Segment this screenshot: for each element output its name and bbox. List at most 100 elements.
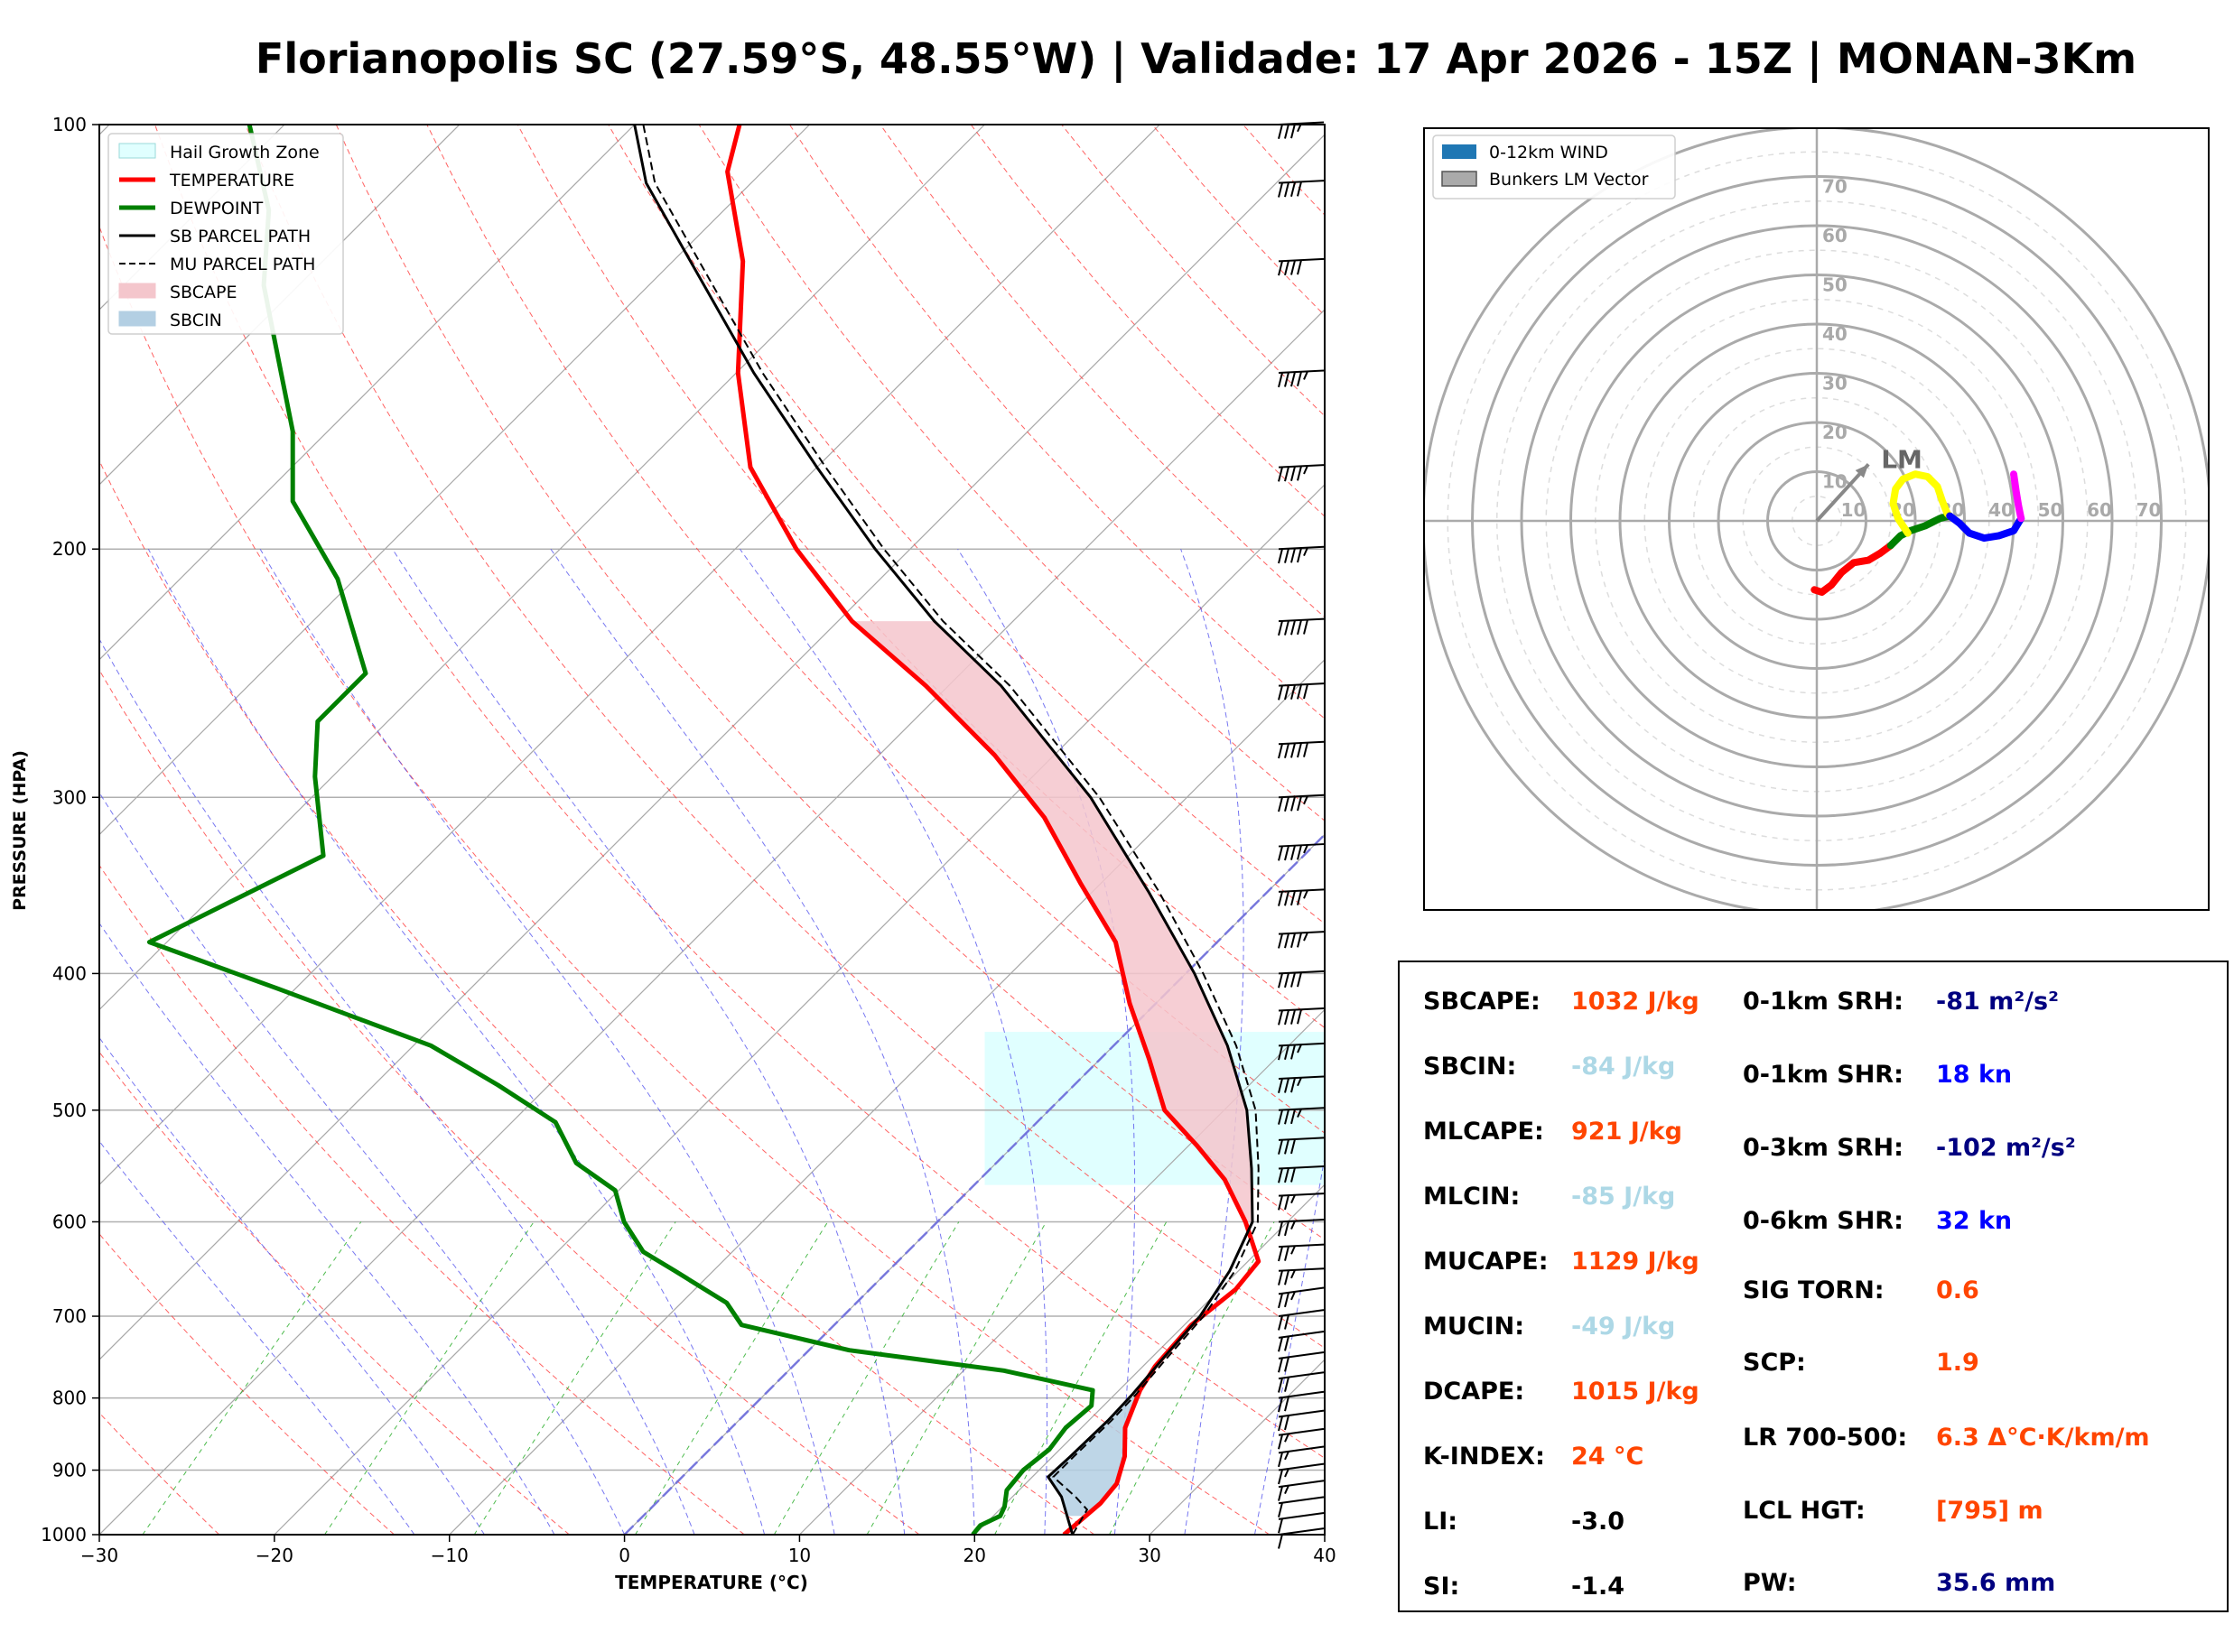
barb-flag — [1284, 933, 1289, 949]
barb-flag — [1284, 1485, 1289, 1495]
dry-adiabat — [335, 125, 1325, 1240]
ytick-label: 700 — [52, 1305, 87, 1327]
wind-barb — [1278, 1137, 1325, 1155]
barb-flag — [1278, 1434, 1283, 1450]
left-stat-value: -1.4 — [1571, 1573, 1625, 1601]
legend-label: 0-12km WIND — [1489, 143, 1608, 162]
barb-flag — [1278, 1486, 1283, 1501]
barb-shaft — [1278, 1409, 1325, 1418]
hodo-ring-label-x: 50 — [2038, 499, 2063, 521]
barb-flag — [1278, 1358, 1283, 1373]
isotherm — [799, 1008, 1325, 1535]
left-stat-value: -85 J/kg — [1571, 1183, 1676, 1211]
legend-label: MU PARCEL PATH — [170, 255, 315, 274]
barb-flag — [1284, 260, 1289, 276]
xtick-label: 30 — [1138, 1545, 1160, 1566]
barb-flag — [1297, 371, 1302, 387]
left-stat-value: -3.0 — [1571, 1508, 1625, 1536]
mixing-ratio-line — [866, 1221, 1047, 1535]
wind-barb — [1278, 682, 1325, 701]
barb-flag — [1284, 548, 1289, 563]
right-stat-label: LCL HGT: — [1743, 1496, 1866, 1525]
barb-flag — [1278, 548, 1283, 564]
dry-adiabat — [245, 125, 1325, 1349]
left-stat-value: -49 J/kg — [1571, 1313, 1676, 1341]
hodo-ring-label-x: 40 — [1988, 499, 2014, 521]
barb-shaft — [1278, 1371, 1325, 1380]
barb-flag — [1284, 1292, 1289, 1308]
mu-parcel-line — [642, 125, 1260, 1535]
ytick-label: 500 — [52, 1100, 87, 1121]
wind-barb — [1278, 888, 1325, 906]
wind-barb — [1278, 180, 1325, 198]
barb-shaft — [1278, 1390, 1325, 1399]
wind-barb — [1278, 1511, 1325, 1534]
barb-flag — [1278, 1415, 1283, 1432]
dry-adiabat — [99, 1233, 395, 1535]
barb-shaft — [1278, 1445, 1325, 1454]
barb-flag — [1278, 972, 1283, 988]
barb-flag — [1278, 620, 1283, 636]
moist-adiabat — [739, 548, 1047, 1535]
barb-flag — [1284, 1377, 1289, 1392]
barb-flag — [1297, 619, 1302, 636]
sb-parcel-line — [633, 125, 1254, 1535]
stats-panel: SBCAPE: 1032 J/kg SBCIN: -84 J/kg MLCAPE: 921… — [1398, 961, 2229, 1612]
left-stat-value: 921 J/kg — [1571, 1118, 1682, 1146]
barb-flag — [1284, 1078, 1289, 1093]
wind-barb — [1278, 1309, 1325, 1331]
right-stat-value: 1.9 — [1936, 1349, 1979, 1377]
chart-title: Florianopolis SC (27.59°S, 48.55°W) | Va… — [255, 34, 2137, 83]
barb-flag — [1278, 1397, 1283, 1413]
right-stat-label: 0-3km SRH: — [1743, 1134, 1904, 1162]
hodograph-legend: 0-12km WIND Bunkers LM Vector — [1432, 135, 1676, 200]
mixing-ratio-line — [142, 1221, 362, 1535]
dry-adiabat — [99, 669, 920, 1535]
barb-flag — [1297, 971, 1302, 988]
isotherm — [99, 125, 636, 661]
legend-label: SB PARCEL PATH — [170, 227, 311, 246]
hodo-segment — [1889, 470, 1954, 537]
barb-shaft — [1278, 1267, 1325, 1272]
barb-flag — [1284, 1167, 1289, 1183]
isotherm — [99, 134, 1325, 1360]
barb-flag — [1303, 742, 1308, 757]
barb-flag — [1284, 1468, 1289, 1478]
barb-flag — [1303, 932, 1308, 942]
wind-barb — [1278, 1218, 1325, 1237]
barb-shaft — [1278, 1511, 1325, 1520]
barb-flag — [1284, 1415, 1289, 1431]
wind-barb — [1278, 1330, 1325, 1352]
barb-flag — [1278, 891, 1283, 906]
hodo-ring-label-x: 70 — [2136, 499, 2162, 521]
wind-barb — [1278, 1107, 1325, 1125]
hodo-ring-label-y: 20 — [1822, 422, 1848, 443]
wind-barb — [1278, 1371, 1325, 1393]
left-stat-value: 1129 J/kg — [1571, 1248, 1699, 1276]
isotherm — [274, 484, 1325, 1535]
barb-flag — [1278, 846, 1283, 861]
left-stat-label: SI: — [1423, 1573, 1460, 1601]
legend-label: Hail Growth Zone — [170, 143, 320, 162]
barb-shaft — [1278, 1462, 1325, 1471]
barb-flag — [1278, 1502, 1283, 1517]
left-stat-label: MLCAPE: — [1423, 1118, 1544, 1146]
left-stat-value: -84 J/kg — [1571, 1053, 1676, 1081]
right-stat-value: -81 m²/s² — [1936, 988, 2059, 1016]
right-stat-label: PW: — [1743, 1569, 1797, 1597]
barb-flag — [1297, 1044, 1302, 1053]
xtick-label: 0 — [619, 1545, 630, 1566]
right-stat-value: 35.6 mm — [1936, 1569, 2056, 1597]
barb-flag — [1297, 795, 1302, 812]
barb-flag — [1278, 1044, 1283, 1061]
wind-barb — [1278, 1286, 1325, 1309]
moist-adiabat — [259, 548, 835, 1535]
barb-flag — [1290, 743, 1296, 758]
barb-flag — [1278, 1010, 1283, 1026]
barb-flag — [1290, 972, 1296, 988]
left-stat-label: SBCAPE: — [1423, 988, 1541, 1016]
barb-shaft — [1278, 1137, 1325, 1141]
barb-flag — [1278, 1518, 1283, 1534]
barb-flag — [1284, 1357, 1289, 1372]
mixing-ratio-line — [994, 1221, 1168, 1535]
